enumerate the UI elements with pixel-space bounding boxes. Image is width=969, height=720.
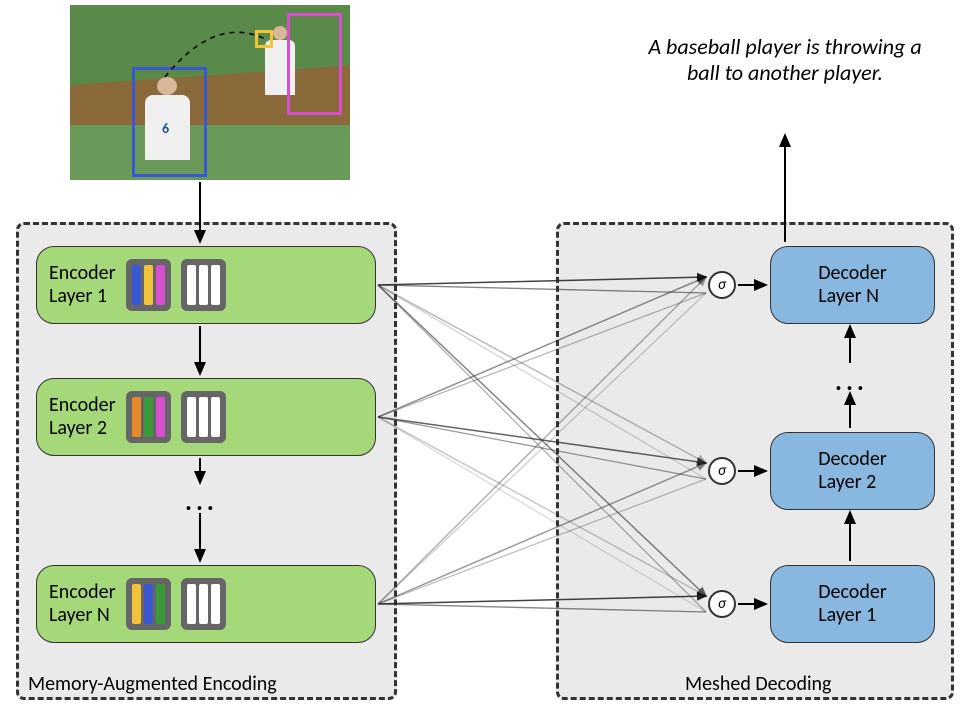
encoder-layer-1-label: EncoderLayer 1 [49,262,116,308]
encoder-layer-n-feature-bars [126,578,171,630]
detection-ball [255,30,273,48]
encoder-layer-2-memory-bars [181,391,226,443]
decoder-layer-n-label: DecoderLayer N [818,262,887,308]
decoder-layer-2: DecoderLayer 2 [770,432,935,510]
encoder-layer-n-label: EncoderLayer N [49,581,116,627]
detection-player-right [287,13,342,115]
encoder-layer-n: EncoderLayer N [36,565,376,643]
encoder-layer-2-feature-bars [126,391,171,443]
encoder-layer-2: EncoderLayer 2 [36,378,376,456]
decoder-layer-1-label: DecoderLayer 1 [818,581,887,627]
decoder-layer-1: DecoderLayer 1 [770,565,935,643]
encoder-layer-1-memory-bars [181,259,226,311]
decoder-ellipsis: ... [835,365,868,397]
grass-bottom [70,125,350,180]
encoder-layer-1: EncoderLayer 1 [36,246,376,324]
decoder-layer-n: DecoderLayer N [770,246,935,324]
detection-player-left [132,67,207,177]
sigma-gate-0: σ [708,271,736,299]
encoder-layer-n-memory-bars [181,578,226,630]
sigma-gate-1: σ [708,457,736,485]
encoder-ellipsis: ... [185,485,218,517]
decoder-layer-2-label: DecoderLayer 2 [818,448,887,494]
output-caption: A baseball player is throwing a ball to … [640,34,930,87]
decoder-label: Meshed Decoding [685,672,831,696]
input-image: 6 [70,5,350,180]
encoder-layer-1-feature-bars [126,259,171,311]
encoder-label: Memory-Augmented Encoding [28,672,277,696]
encoder-layer-2-label: EncoderLayer 2 [49,394,116,440]
sigma-gate-2: σ [708,590,736,618]
